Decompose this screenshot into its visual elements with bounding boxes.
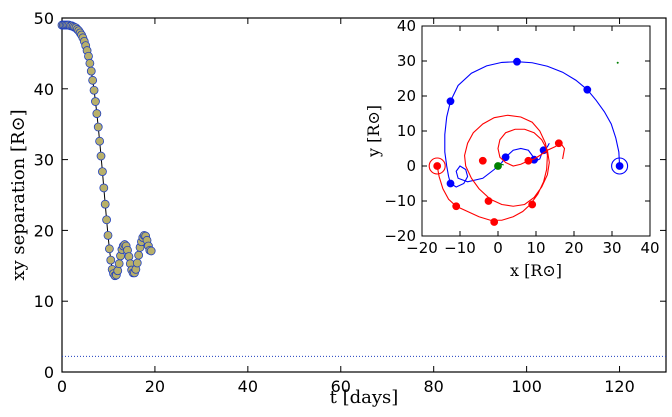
red-orbit-path <box>436 114 566 221</box>
separation-marker <box>132 258 142 268</box>
separation-marker <box>114 259 124 269</box>
main-x-axis-label: t [days] <box>330 387 399 408</box>
separation-marker <box>88 75 98 85</box>
blue-orbit-ring <box>611 157 629 175</box>
separation-marker <box>96 151 106 161</box>
separation-marker <box>89 85 99 95</box>
inset-x-tick-label: −20 <box>406 239 438 257</box>
main-x-tick-label: 100 <box>511 377 542 396</box>
main-x-tick-label: 80 <box>424 377 444 396</box>
inset-y-tick-label: 40 <box>397 17 416 35</box>
inset-orbit-series <box>428 57 629 226</box>
separation-marker <box>98 167 107 177</box>
inset-tick-labels: −20 −10 0 10 20 30 40 −20 −10 0 10 20 30 40 <box>384 17 659 257</box>
separation-marker <box>91 97 100 106</box>
red-orbit-marker <box>524 156 533 165</box>
inset-x-tick-label: 30 <box>602 239 621 257</box>
separation-marker <box>102 215 112 225</box>
separation-marker <box>86 66 96 76</box>
main-ticks <box>61 17 666 373</box>
separation-marker <box>95 136 105 146</box>
inset-x-tick-label: 0 <box>493 239 503 257</box>
main-x-tick-label: 60 <box>331 377 351 396</box>
inset-y-tick-label: 10 <box>397 122 416 140</box>
separation-markers <box>57 20 156 281</box>
main-y-tick-label: 30 <box>34 151 54 170</box>
red-orbit-marker <box>452 202 461 211</box>
main-x-tick-label: 0 <box>57 377 67 396</box>
inset-y-tick-label: −10 <box>384 192 416 210</box>
inset-x-tick-label: 10 <box>526 239 545 257</box>
red-orbit-marker <box>528 200 537 209</box>
inset-ticks <box>421 25 651 237</box>
main-y-tick-label: 10 <box>34 292 54 311</box>
inset-y-tick-label: 20 <box>397 87 416 105</box>
separation-marker <box>85 58 95 68</box>
green-orbit-marker <box>494 162 502 170</box>
separation-marker <box>124 252 134 261</box>
red-orbit-marker <box>484 197 493 205</box>
main-y-axis-label: xy separation [R⊙] <box>8 109 29 280</box>
main-x-tick-label: 20 <box>145 377 165 396</box>
red-orbit-marker <box>478 156 487 165</box>
main-x-tick-label: 120 <box>604 377 635 396</box>
separation-marker <box>92 109 102 118</box>
separation-marker <box>99 183 109 193</box>
inset-y-axis-label: y [R⊙] <box>364 105 383 158</box>
inset-y-tick-label: 0 <box>406 157 416 175</box>
separation-marker <box>103 230 113 240</box>
main-y-tick-label: 0 <box>44 363 54 382</box>
separation-marker <box>134 250 144 260</box>
inset-y-tick-label: 30 <box>397 52 416 70</box>
red-orbit-marker <box>554 139 563 148</box>
main-x-tick-label: 40 <box>238 377 258 396</box>
blue-orbit-marker <box>446 97 455 106</box>
red-orbit-ring <box>428 157 446 175</box>
inset-x-tick-label: 20 <box>564 239 583 257</box>
inset-x-tick-label: −10 <box>444 239 476 257</box>
green-stray-point <box>616 61 619 64</box>
blue-orbit-marker <box>583 85 592 94</box>
inset-y-tick-label: −20 <box>384 227 416 245</box>
red-orbit-marker <box>490 218 499 226</box>
separation-marker <box>146 246 156 256</box>
separation-marker <box>104 244 114 254</box>
inset-x-tick-label: 40 <box>640 239 659 257</box>
separation-marker <box>100 199 110 209</box>
inset-plot-frame <box>421 25 651 237</box>
separation-marker <box>93 122 103 132</box>
separation-marker <box>113 266 123 276</box>
main-y-tick-label: 20 <box>34 221 54 240</box>
blue-orbit-marker <box>446 179 455 188</box>
red-orbit-marker <box>433 162 442 170</box>
blue-orbit-marker <box>501 153 510 162</box>
main-y-tick-label: 50 <box>34 9 54 28</box>
separation-marker <box>84 51 93 61</box>
separation-marker <box>106 255 116 265</box>
blue-orbit-marker <box>513 57 521 66</box>
inset-x-axis-label: x [R⊙] <box>510 261 562 280</box>
blue-orbit-marker <box>615 162 624 170</box>
main-y-tick-label: 40 <box>34 80 54 99</box>
